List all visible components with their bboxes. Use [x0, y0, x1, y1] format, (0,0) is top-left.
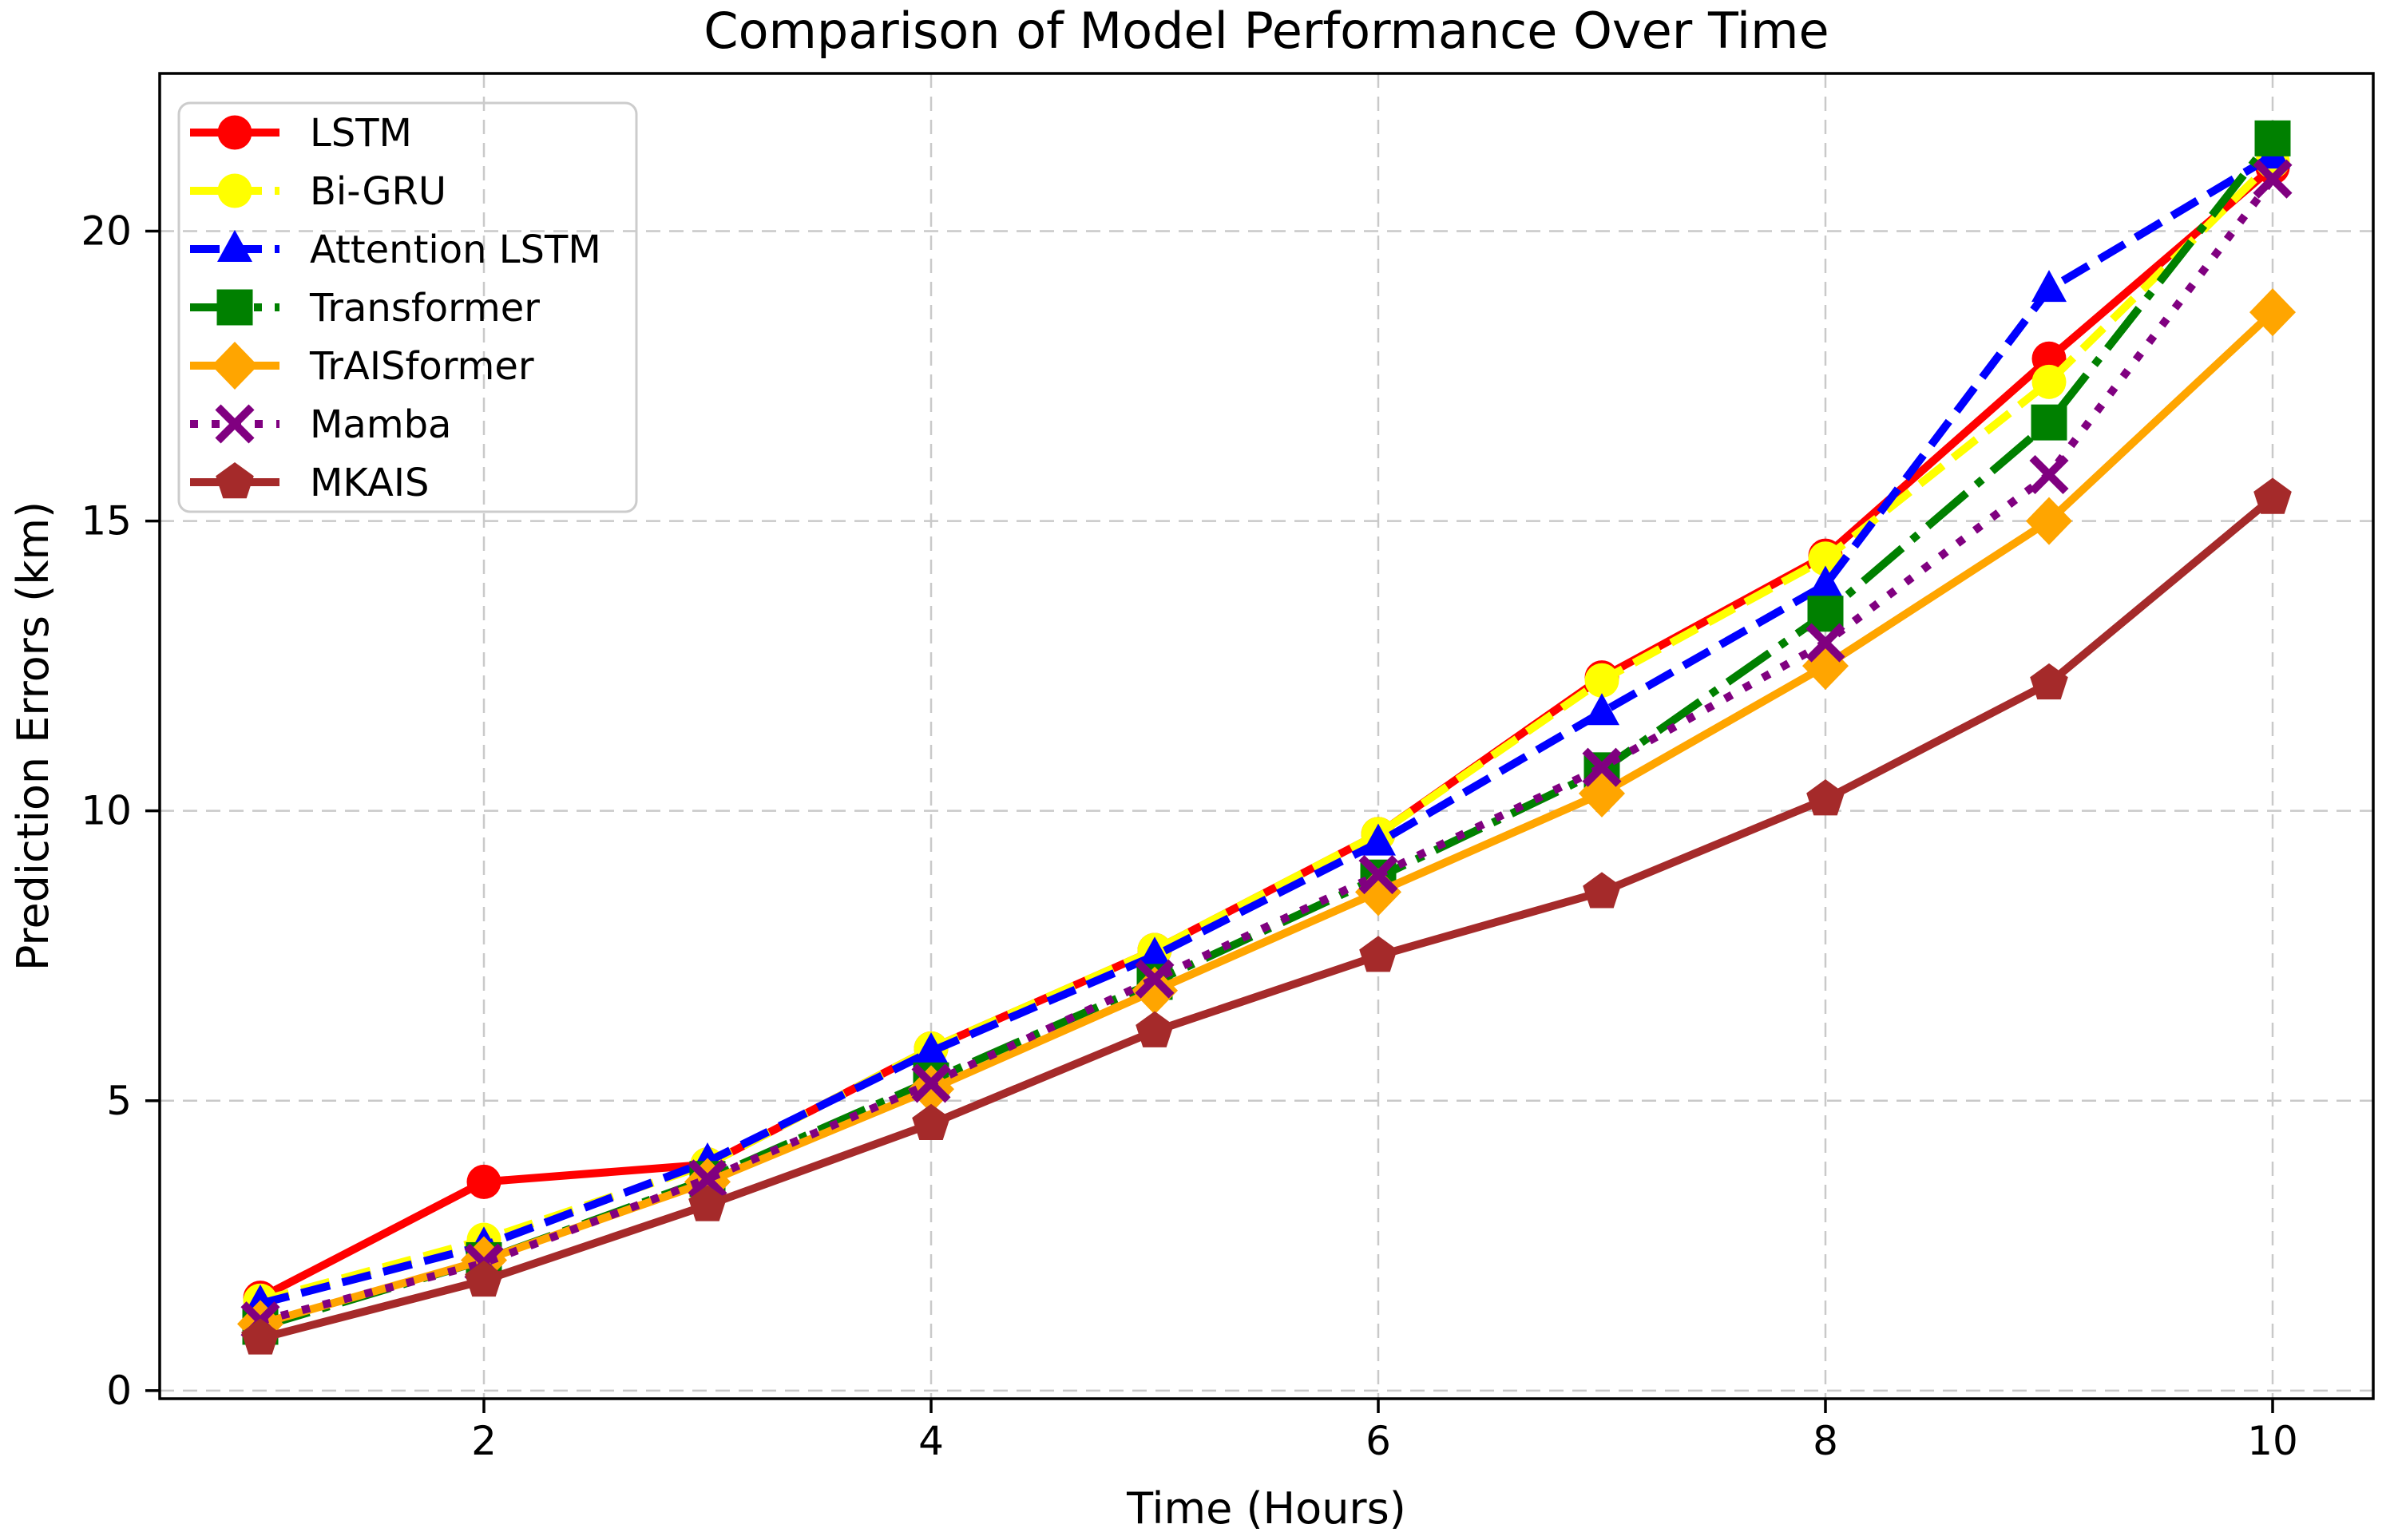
data-point-x8: [1805, 623, 1845, 663]
legend-marker: [212, 342, 258, 390]
legend-box: [177, 101, 638, 513]
data-point-x7: [1584, 693, 1619, 726]
legend-item-label: LSTM: [310, 111, 412, 156]
data-point-x6: [1361, 823, 1396, 856]
data-point-x3: [688, 1159, 727, 1199]
legend-marker: [216, 462, 254, 499]
grid-layer: [160, 73, 2373, 1399]
data-point-x2: [465, 1260, 503, 1297]
x-axis-label: Time (Hours): [1126, 1483, 1406, 1534]
series-mamba: [240, 159, 2293, 1341]
legend-item-mkais: MKAIS: [190, 461, 430, 505]
x-tick-label-4: 4: [918, 1418, 944, 1464]
legend: LSTM Bi-GRU Attention LSTM Transformer TrAIS…: [177, 101, 638, 513]
data-point-x8: [1806, 779, 1845, 816]
y-tick-label-20: 20: [81, 208, 132, 255]
series-line: [259, 176, 2276, 1325]
y-axis-label: Prediction Errors (km): [8, 501, 58, 971]
data-point-x10: [2253, 477, 2292, 514]
y-tick-label-10: 10: [81, 788, 132, 834]
data-point-x9: [2031, 364, 2067, 399]
data-point-x6: [1359, 936, 1397, 972]
y-tick-label-0: 0: [106, 1368, 132, 1414]
legend-item-label: Attention LSTM: [310, 228, 601, 272]
data-point-x8: [1808, 565, 1843, 598]
legend-marker: [217, 115, 252, 150]
y-tick-label-5: 5: [106, 1078, 132, 1124]
x-tick-label-10: 10: [2247, 1418, 2298, 1464]
x-tick-label-2: 2: [471, 1418, 497, 1464]
data-point-x5: [1136, 1011, 1174, 1047]
data-point-x9: [2029, 454, 2069, 495]
data-point-x8: [1802, 642, 1849, 691]
x-tick-label-6: 6: [1365, 1418, 1391, 1464]
legend-marker: [216, 289, 253, 326]
data-point-x10: [2254, 120, 2291, 156]
x-tick-label-8: 8: [1813, 1418, 1838, 1464]
legend-item-mamba: Mamba: [190, 402, 451, 447]
legend-item-lstm: LSTM: [190, 111, 412, 156]
data-point-x5: [1137, 936, 1172, 969]
data-point-x4: [914, 1032, 949, 1065]
data-point-x9: [2031, 404, 2067, 441]
data-point-x5: [1135, 959, 1175, 999]
legend-item-attention-lstm: Attention LSTM: [190, 228, 601, 272]
data-point-x9: [2026, 497, 2072, 545]
data-point-x10: [2253, 159, 2293, 199]
series-mkais: [241, 477, 2292, 1355]
data-point-x4: [911, 1063, 951, 1103]
legend-item-label: MKAIS: [310, 461, 430, 505]
data-point-x10: [2249, 288, 2296, 337]
series-line: [258, 164, 2276, 1302]
legend-item-traisformer: TrAISformer: [190, 342, 534, 390]
legend-item-label: Transformer: [309, 286, 540, 331]
series-line: [259, 152, 2275, 1308]
data-point-x9: [2030, 663, 2068, 700]
data-point-x3: [688, 1185, 727, 1221]
legend-marker: [217, 173, 252, 208]
y-tick-label-15: 15: [81, 498, 132, 544]
legend-item-transformer: Transformer: [190, 286, 540, 331]
legend-item-bi-gru: Bi-GRU: [190, 169, 446, 214]
data-point-x6: [1358, 855, 1398, 895]
plot-border: [158, 72, 2375, 1400]
data-point-x7: [1583, 872, 1621, 909]
data-point-x1: [241, 1318, 279, 1355]
data-point-x9: [2031, 270, 2067, 303]
series-line: [259, 494, 2276, 1343]
legend-item-label: Mamba: [310, 402, 451, 447]
legend-marker: [215, 404, 255, 444]
data-point-x4: [912, 1103, 950, 1141]
legend-item-label: TrAISformer: [309, 344, 534, 389]
legend-item-label: Bi-GRU: [310, 169, 446, 214]
axes-layer: 2 4 6 8 10 0 5 10 15 20: [81, 72, 2375, 1464]
data-point-x7: [1582, 747, 1622, 787]
data-point-x5: [1132, 966, 1178, 1015]
series-layer: [237, 120, 2296, 1355]
chart-title: Comparison of Model Performance Over Tim…: [704, 2, 1829, 60]
legend-marker: [217, 230, 252, 262]
data-point-x7: [1584, 663, 1619, 698]
data-point-x2: [466, 1164, 501, 1199]
